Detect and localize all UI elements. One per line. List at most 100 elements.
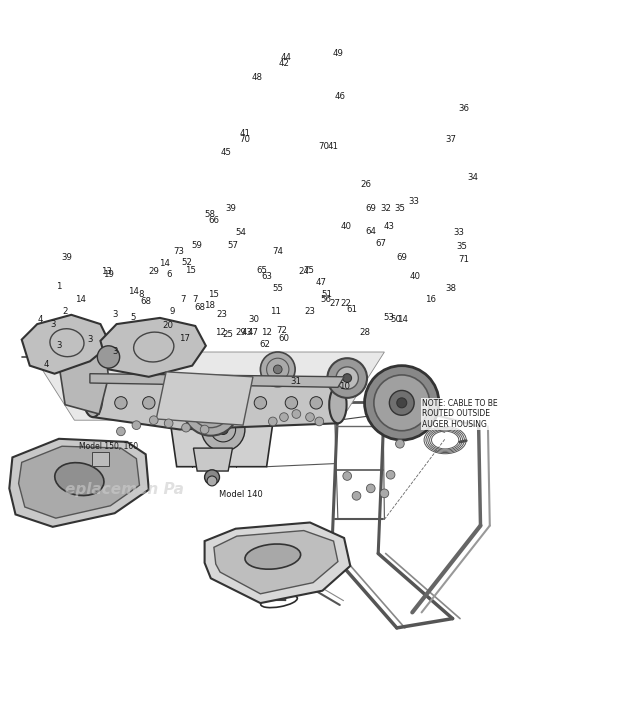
Text: 50: 50 [390, 315, 401, 325]
Text: 40: 40 [410, 272, 421, 281]
Text: 29: 29 [235, 327, 246, 337]
Text: 27: 27 [329, 299, 340, 308]
Text: 46: 46 [334, 92, 345, 101]
Text: 3: 3 [87, 335, 92, 344]
Text: 62: 62 [260, 340, 271, 349]
Polygon shape [59, 346, 108, 414]
Text: 58: 58 [204, 210, 215, 219]
Text: 69: 69 [396, 253, 407, 263]
Circle shape [327, 358, 367, 398]
Circle shape [389, 391, 414, 415]
Text: 18: 18 [204, 301, 215, 310]
Text: 3: 3 [112, 310, 117, 320]
Circle shape [280, 413, 288, 422]
Circle shape [183, 380, 239, 436]
Circle shape [343, 472, 352, 480]
Circle shape [115, 396, 127, 409]
Text: 41: 41 [239, 130, 250, 138]
Text: 14: 14 [159, 260, 170, 268]
Circle shape [397, 398, 407, 408]
Text: 68: 68 [140, 296, 151, 306]
Text: 3: 3 [56, 341, 61, 351]
Text: 70: 70 [239, 135, 250, 144]
Circle shape [386, 470, 395, 479]
Text: 73: 73 [173, 247, 184, 256]
Text: 55: 55 [272, 284, 283, 294]
Text: 70: 70 [318, 142, 329, 151]
Ellipse shape [245, 544, 301, 570]
Circle shape [205, 470, 219, 484]
Text: 3: 3 [50, 320, 55, 329]
Text: 68: 68 [194, 303, 205, 312]
Text: 1: 1 [56, 282, 61, 291]
Bar [92, 453, 109, 466]
Circle shape [180, 396, 192, 409]
Polygon shape [205, 522, 350, 603]
Text: eplacemen Pa: eplacemen Pa [64, 482, 184, 497]
Circle shape [366, 484, 375, 493]
Text: 63: 63 [261, 272, 272, 281]
Text: 39: 39 [61, 253, 73, 263]
Circle shape [273, 365, 282, 374]
Text: 38: 38 [446, 284, 457, 294]
Circle shape [182, 423, 190, 432]
Text: 7: 7 [193, 295, 198, 304]
Text: 17: 17 [179, 334, 190, 343]
Text: 14: 14 [75, 295, 86, 304]
Text: 15: 15 [208, 291, 219, 299]
Text: 56: 56 [320, 295, 331, 304]
Polygon shape [93, 380, 338, 429]
Text: 72: 72 [277, 326, 288, 335]
Text: 24: 24 [298, 267, 309, 276]
Text: 43: 43 [241, 327, 252, 337]
Text: 5: 5 [131, 313, 136, 322]
Text: 36: 36 [458, 104, 469, 113]
Text: 7: 7 [180, 295, 185, 304]
Text: 37: 37 [446, 135, 457, 144]
Text: 32: 32 [380, 203, 391, 213]
Text: 75: 75 [303, 265, 314, 275]
Text: 14: 14 [397, 315, 409, 325]
Text: 2: 2 [63, 307, 68, 316]
Text: 14: 14 [128, 287, 139, 296]
Text: 71: 71 [458, 255, 469, 263]
Text: 57: 57 [227, 241, 238, 250]
Polygon shape [100, 318, 206, 377]
Circle shape [143, 396, 155, 409]
Text: 45: 45 [221, 148, 232, 157]
Circle shape [343, 374, 352, 382]
Circle shape [200, 425, 209, 434]
Circle shape [203, 401, 218, 415]
Polygon shape [22, 315, 110, 374]
Text: 19: 19 [103, 270, 114, 279]
Text: 35: 35 [456, 242, 467, 251]
Text: 33: 33 [409, 197, 420, 206]
Circle shape [97, 346, 120, 368]
Circle shape [132, 421, 141, 429]
Circle shape [380, 489, 389, 498]
Text: 30: 30 [249, 315, 260, 325]
Text: 28: 28 [359, 327, 370, 337]
Text: 59: 59 [192, 241, 203, 250]
Polygon shape [193, 448, 232, 471]
Text: 41: 41 [328, 142, 339, 151]
Text: 64: 64 [365, 227, 376, 236]
Circle shape [310, 396, 322, 409]
Text: 53: 53 [384, 313, 395, 322]
Text: 13: 13 [101, 267, 112, 276]
Ellipse shape [55, 463, 104, 496]
Text: 47: 47 [247, 327, 259, 337]
Text: 52: 52 [182, 258, 193, 267]
Text: 20: 20 [162, 322, 173, 330]
Polygon shape [31, 352, 384, 420]
Text: Model 140: Model 140 [219, 490, 262, 499]
Text: 34: 34 [467, 172, 478, 182]
Text: 3: 3 [112, 348, 117, 356]
Text: 54: 54 [235, 229, 246, 237]
Text: 33: 33 [453, 229, 464, 237]
Circle shape [292, 410, 301, 418]
Text: 8: 8 [139, 291, 144, 299]
Text: 74: 74 [272, 247, 283, 256]
Text: 51: 51 [322, 291, 333, 299]
Polygon shape [19, 446, 140, 518]
